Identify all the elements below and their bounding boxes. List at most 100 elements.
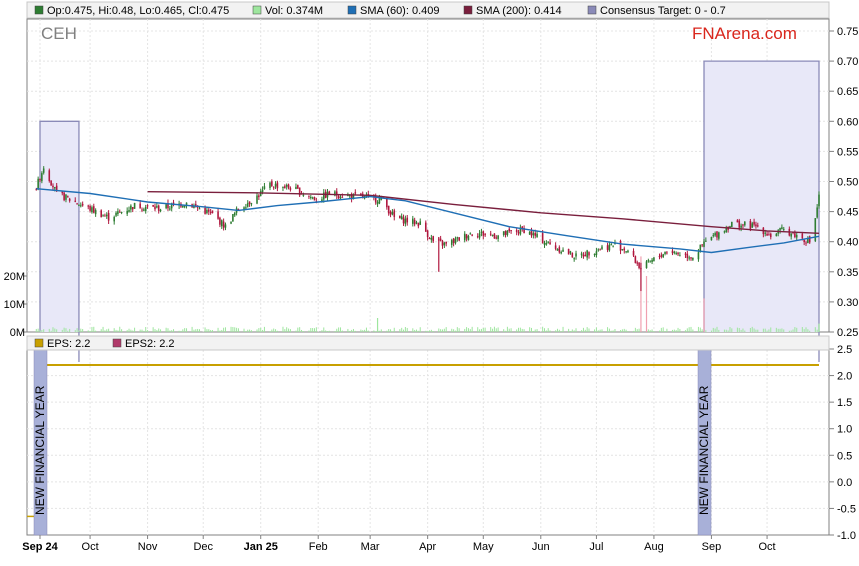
candle-body (261, 189, 264, 193)
candle-body (658, 256, 661, 258)
candle-body (68, 198, 71, 201)
candle-body (521, 226, 524, 230)
candle-body (610, 244, 613, 246)
candle-body (742, 224, 744, 226)
candle-body (81, 203, 84, 206)
candle-body (638, 262, 640, 269)
candle-body (805, 242, 807, 244)
candle-body (567, 248, 570, 255)
candle-body (42, 168, 45, 173)
candle-body (588, 252, 590, 256)
eps-tick-label: 2.0 (837, 371, 852, 383)
candle-body (465, 234, 468, 239)
legend-eps-label: EPS: 2.2 (47, 338, 90, 350)
candle-body (55, 185, 58, 190)
candle-body (677, 252, 679, 255)
month-label: Oct (759, 541, 776, 553)
price-tick-label: 0.50 (837, 177, 858, 189)
month-label: Mar (361, 541, 380, 553)
candle-body (224, 224, 227, 228)
candle-body (621, 248, 624, 250)
candle-body (350, 194, 353, 199)
candle-body (89, 206, 91, 211)
price-tick-label: 0.35 (837, 267, 858, 279)
candle-body (508, 228, 511, 232)
candle-body (243, 207, 245, 211)
candle-body (625, 251, 627, 253)
candle-body (571, 253, 574, 258)
candle-body (768, 234, 770, 236)
legend-eps2: EPS2: 2.2 (112, 338, 175, 350)
candle-body (100, 210, 103, 218)
candle-body (775, 233, 778, 237)
legend-ohlc-label: Op:0.475, Hi:0.48, Lo:0.465, Cl:0.475 (47, 5, 229, 17)
candle-body (612, 245, 614, 247)
volume-tick-label: 0M (10, 327, 25, 339)
candle-body (660, 254, 663, 257)
candle-body (749, 221, 752, 229)
candle-body (298, 187, 301, 196)
candle-body (37, 178, 39, 189)
candle-body (560, 251, 562, 254)
candle-body (554, 245, 557, 249)
candle-body (664, 251, 666, 254)
candle-body (816, 207, 818, 218)
candle-body (152, 204, 154, 207)
candle-body (131, 207, 134, 210)
candle-body (170, 203, 173, 209)
candle-body (120, 211, 123, 213)
month-label: Aug (644, 541, 664, 553)
candle-body (445, 241, 447, 244)
candle-body (113, 216, 115, 222)
legend-volume-label: Vol: 0.374M (265, 5, 323, 17)
candle-body (491, 234, 494, 236)
candle-body (671, 250, 674, 254)
eps-tick-label: -1.0 (837, 530, 856, 542)
candle-body (146, 205, 149, 207)
candle-body (584, 254, 587, 257)
candle-body (245, 207, 247, 209)
candle-body (807, 238, 809, 244)
candle-body (705, 240, 707, 242)
brand-label: FNArena.com (692, 24, 797, 43)
candle-body (80, 205, 82, 207)
candle-body (534, 233, 537, 236)
candle-body (769, 233, 772, 238)
candle-body (795, 235, 798, 238)
candle-body (608, 244, 611, 251)
candle-body (623, 248, 626, 251)
candle-body (274, 183, 277, 187)
candle-body (361, 193, 364, 198)
candle-body (287, 184, 290, 188)
candle-body (391, 212, 394, 215)
candle-body (424, 222, 427, 232)
candle-body (143, 209, 145, 211)
new-financial-year-label: NEW FINANCIAL YEAR (33, 385, 47, 515)
candle-body (510, 230, 512, 232)
candle-body (782, 228, 785, 230)
candle-body (703, 241, 705, 247)
candle-body (313, 197, 316, 201)
candle-body (714, 233, 716, 236)
candle-body (341, 196, 344, 198)
month-label: Feb (309, 541, 328, 553)
candle-body (259, 191, 262, 197)
candle-body (582, 254, 585, 257)
month-label: Jul (589, 541, 603, 553)
candle-body (374, 196, 377, 203)
candle-body (193, 205, 195, 209)
legend-target-label: Consensus Target: 0 - 0.7 (600, 5, 726, 17)
candle-body (601, 246, 603, 250)
candle-body (471, 234, 473, 236)
candle-body (738, 220, 741, 228)
candle-body (417, 222, 420, 227)
price-tick-label: 0.60 (837, 116, 858, 128)
candle-body (606, 245, 609, 250)
candle-body (482, 231, 485, 236)
candle-body (647, 260, 650, 262)
candle-body (688, 257, 690, 259)
candle-body (467, 235, 470, 241)
candle-body (233, 212, 236, 216)
candle-body (712, 235, 715, 237)
